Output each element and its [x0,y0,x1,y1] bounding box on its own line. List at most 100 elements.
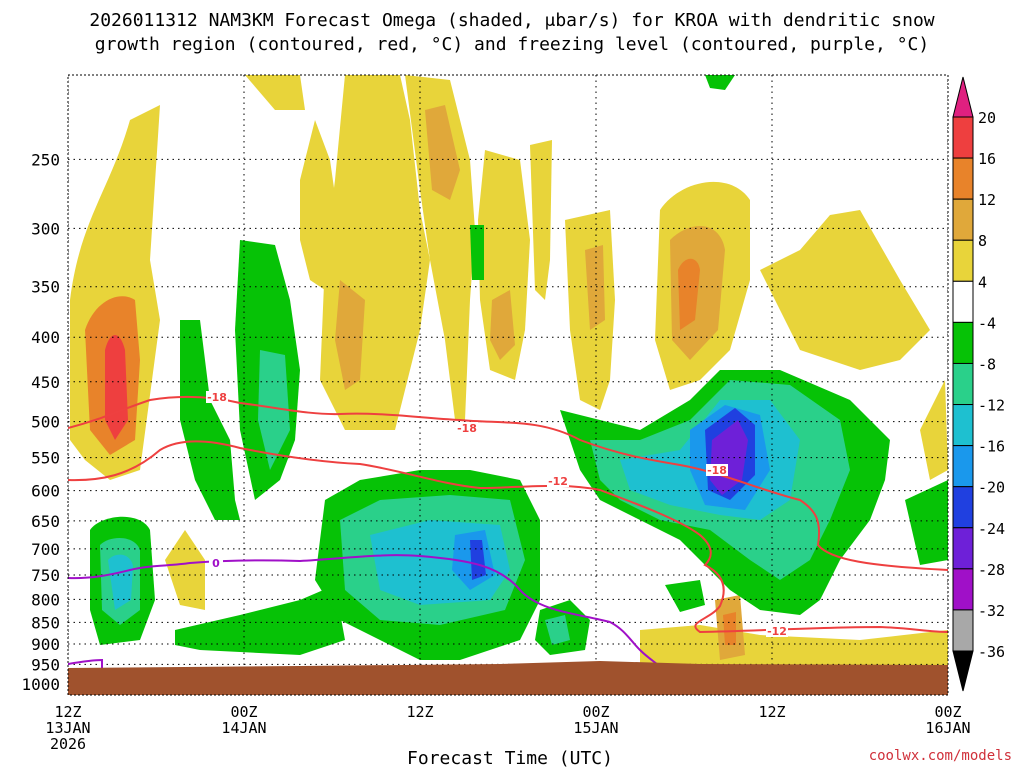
contour-label-box [206,391,228,403]
x-tick-label: 12Z [54,703,81,721]
x-tick-label: 00Z [230,703,257,721]
colorbar-label: 16 [978,150,996,168]
x-tick-label: 15JAN [573,719,618,737]
colorbar-label: 12 [978,191,996,209]
contour-label-minus12: -12 [548,475,568,488]
colorbar-swatch [952,404,974,447]
omega-shade-green [180,320,240,520]
colorbar-bottom-triangle [952,650,974,692]
y-tick-label: 300 [31,219,60,238]
contour-minus12 [68,440,948,634]
x-tick-label: 14JAN [221,719,266,737]
colorbar-swatch [952,362,974,406]
omega-shade-yellow [530,140,552,300]
colorbar-label: -28 [978,561,1005,579]
contour-label-box [209,557,223,569]
contour-minus18 [68,395,948,571]
x-tick-label: 00Z [582,703,609,721]
colorbar-label: -12 [978,397,1005,415]
y-tick-label: 800 [31,590,60,609]
contour-label-minus18: -18 [457,422,477,435]
contour-label-box [456,422,478,434]
y-tick-label: 750 [31,566,60,585]
chart-title-line1: 2026011312 NAM3KM Forecast Omega (shaded… [89,10,934,31]
x-tick-label: 12Z [406,703,433,721]
colorbar-swatch [952,321,974,364]
contour-label-minus18: -18 [207,391,227,404]
colorbar-swatch [952,280,974,323]
contour-label-minus12: -12 [767,625,787,638]
colorbar-label: -4 [978,314,996,332]
credit-text: coolwx.com/models [869,748,1012,764]
plot-frame [67,74,949,696]
colorbar-label: 20 [978,109,996,127]
plot-area: -18 -18 -18 -12 -12 0 [68,75,948,695]
omega-shade-orange [490,290,515,360]
y-tick-label: 900 [31,635,60,654]
colorbar-label: -16 [978,438,1005,456]
colorbar-swatch [952,239,974,282]
y-tick-label: 650 [31,512,60,531]
contour-label-box [766,625,788,637]
x-tick-label: 2026 [50,735,86,753]
y-tick-label: 450 [31,373,60,392]
contour-label-box [706,464,728,476]
colorbar-swatch [952,568,974,611]
y-tick-label: 550 [31,449,60,468]
y-tick-label: 250 [31,150,60,169]
colorbar-swatch [952,527,974,570]
colorbar-swatch [952,609,974,652]
y-tick-label: 1000 [21,675,60,694]
colorbar-label: 8 [978,232,987,250]
x-tick-label: 00Z [934,703,961,721]
colorbar-label: -20 [978,479,1005,497]
chart-title-line2: growth region (contoured, red, °C) and f… [95,34,929,55]
colorbar-swatch [952,445,974,488]
y-tick-label: 400 [31,328,60,347]
contour-label-box [547,475,569,487]
x-axis-label: Forecast Time (UTC) [407,748,613,768]
omega-shade-orange [678,258,700,330]
omega-shade-yellow [760,210,930,370]
omega-shade-green [470,225,484,280]
omega-shade-green [665,580,705,612]
omega-shade-orange [425,105,460,200]
x-tick-label: 13JAN [45,719,90,737]
contour-label-zero: 0 [212,557,220,570]
omega-shade-green [905,480,948,565]
colorbar-swatch [952,157,974,200]
colorbar-label: 4 [978,273,987,291]
colorbar-top-triangle [952,76,974,118]
colorbar-swatch [952,116,974,159]
ground-terrain [68,661,948,695]
omega-shade-teal [258,350,290,470]
omega-shade-yellow [165,530,205,610]
contour-zero [68,554,663,670]
omega-shade-cyan [108,554,133,610]
y-tick-label: 500 [31,413,60,432]
y-axis: 250 300 350 400 450 500 550 600 650 700 750 800 850 9… [21,150,60,693]
y-tick-label: 600 [31,482,60,501]
colorbar-label: -32 [978,602,1005,620]
omega-shade-yellow [640,625,948,668]
y-tick-label: 700 [31,540,60,559]
colorbar-swatch [952,198,974,241]
omega-shade-green [705,75,735,90]
colorbar-label: -8 [978,355,996,373]
omega-shade-yellow [920,380,948,480]
omega-shade-green [175,585,345,655]
colorbar-label: -36 [978,643,1005,661]
contour-label-minus18: -18 [707,464,727,477]
omega-shade-orange [723,612,736,645]
omega-shade-yellow [245,75,305,110]
x-tick-label: 16JAN [925,719,970,737]
omega-shade-orange [335,280,365,390]
omega-shade-navy [470,540,486,580]
colorbar: 20 16 12 8 4 -4 -8 -12 -16 -20 -24 -28 -32 -36 [952,76,1005,692]
y-tick-label: 850 [31,613,60,632]
omega-shading [70,75,948,668]
omega-shade-red [105,335,128,440]
y-tick-label: 950 [31,655,60,674]
